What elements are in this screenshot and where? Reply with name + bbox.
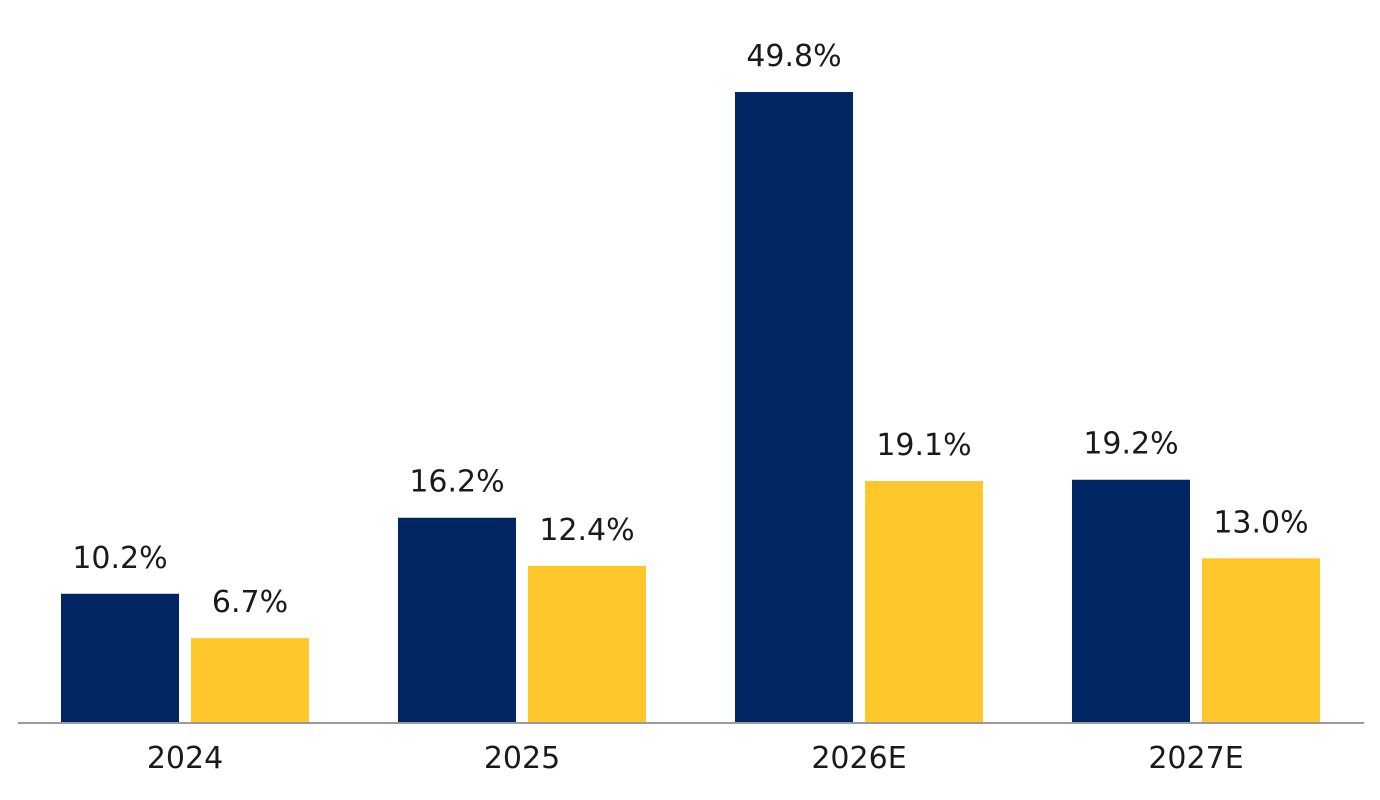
x-tick-label-2027e: 2027E	[1148, 741, 1243, 776]
bar-2025-series-2	[528, 565, 646, 723]
bar-2026e-series-2	[865, 481, 983, 723]
bar-2024-series-1	[61, 593, 179, 723]
x-axis-ticks: 2024 2025 2026E 2027E	[147, 741, 1244, 776]
data-label-2026e-series-2: 19.1%	[876, 428, 971, 463]
bar-2024-series-2	[191, 638, 309, 723]
x-tick-label-2025: 2025	[484, 741, 560, 776]
data-label-2024-series-1: 10.2%	[72, 541, 167, 576]
x-tick-label-2024: 2024	[147, 741, 223, 776]
data-label-2024-series-2: 6.7%	[212, 585, 288, 620]
x-tick-label-2026e: 2026E	[811, 741, 906, 776]
bar-2026e-series-1	[735, 92, 853, 723]
bar-2027e-series-2	[1202, 558, 1320, 723]
data-label-2026e-series-1: 49.8%	[746, 39, 841, 74]
data-label-2025-series-1: 16.2%	[409, 465, 504, 500]
data-label-2025-series-2: 12.4%	[539, 513, 634, 548]
bar-2025-series-1	[398, 517, 516, 723]
bars-layer	[61, 92, 1320, 723]
data-label-2027e-series-2: 13.0%	[1213, 505, 1308, 540]
data-label-2027e-series-1: 19.2%	[1083, 427, 1178, 462]
data-labels-layer: 10.2% 6.7% 16.2% 12.4% 49.8% 19.1% 19.2% 13.0%	[72, 39, 1308, 620]
bar-2027e-series-1	[1072, 479, 1190, 723]
